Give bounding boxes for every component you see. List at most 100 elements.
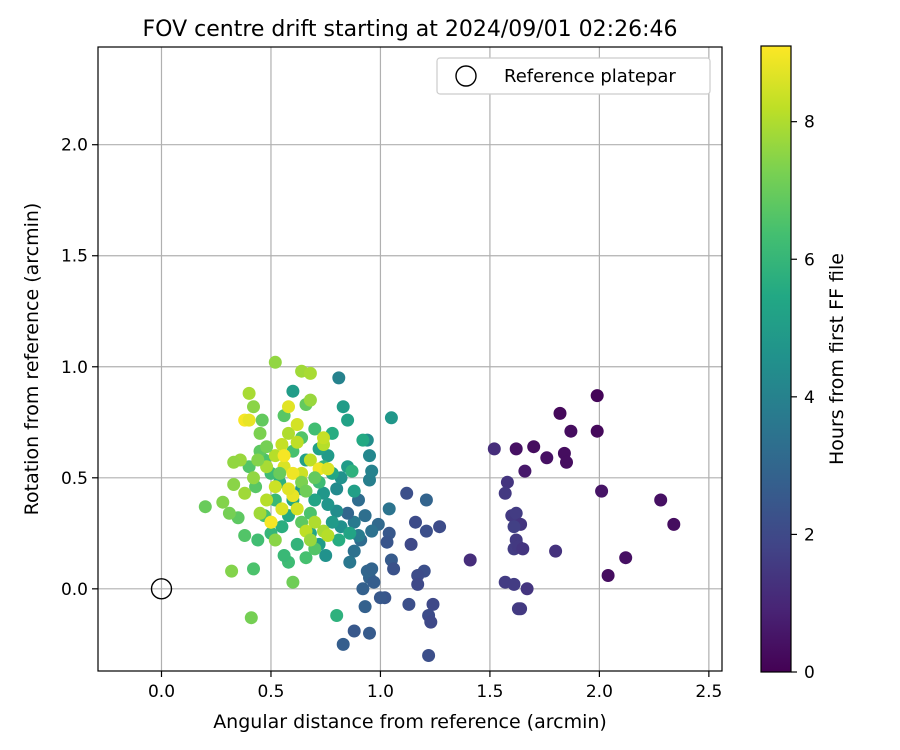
data-point: [365, 562, 379, 576]
data-point: [275, 438, 289, 451]
data-point: [380, 535, 394, 549]
data-point: [290, 435, 304, 449]
data-point: [409, 515, 422, 529]
colorbar-tick-label: 8: [804, 113, 815, 133]
data-point: [365, 464, 379, 478]
x-tick-label: 2.0: [586, 682, 613, 702]
data-point: [303, 393, 317, 407]
data-point: [282, 400, 295, 414]
data-point: [321, 498, 335, 511]
data-point: [321, 449, 335, 463]
data-point: [422, 649, 436, 662]
data-point: [332, 371, 346, 385]
data-point: [347, 515, 361, 529]
data-point: [560, 455, 573, 469]
data-point: [319, 549, 333, 562]
data-point: [299, 484, 313, 498]
data-point: [268, 480, 282, 494]
colorbar-ticks: 0 2 4 6 8: [791, 113, 815, 683]
data-point: [275, 502, 289, 516]
data-point: [330, 482, 344, 496]
data-point: [540, 451, 554, 465]
data-point: [290, 502, 304, 516]
data-point: [549, 544, 563, 558]
data-point: [268, 533, 282, 547]
data-point: [367, 575, 381, 589]
data-point: [275, 520, 289, 534]
data-point: [356, 433, 370, 447]
data-point: [667, 517, 681, 531]
data-point: [273, 466, 287, 480]
data-point: [260, 440, 274, 454]
data-point: [590, 424, 604, 438]
data-point: [345, 464, 359, 478]
data-point: [433, 520, 447, 534]
data-point: [411, 569, 425, 582]
data-point: [253, 426, 267, 440]
y-axis-ticks: 0.0 0.5 1.0 1.5 2.0: [61, 136, 98, 600]
data-point: [247, 562, 260, 576]
x-tick-label: 0.0: [148, 682, 175, 702]
y-axis-label: Rotation from reference (arcmin): [21, 203, 43, 516]
data-point: [347, 484, 361, 498]
data-point: [553, 406, 567, 420]
data-point: [238, 529, 252, 542]
data-point: [247, 400, 260, 414]
data-point: [498, 486, 512, 500]
data-point: [518, 464, 532, 478]
data-point: [222, 506, 236, 520]
data-point: [336, 400, 350, 414]
data-point: [363, 626, 376, 640]
data-point: [358, 600, 372, 614]
data-point: [242, 386, 256, 400]
data-point: [264, 515, 278, 529]
legend-label: Reference platepar: [504, 66, 676, 87]
data-point: [387, 562, 401, 576]
x-axis-ticks: 0.0 0.5 1.0 1.5 2.0 2.5: [148, 671, 722, 702]
colorbar-tick-label: 4: [804, 388, 815, 408]
x-axis-label: Angular distance from reference (arcmin): [213, 711, 607, 733]
data-point: [400, 486, 414, 500]
data-point: [595, 484, 609, 498]
data-point: [424, 615, 438, 629]
data-point: [286, 384, 300, 398]
data-point: [227, 455, 241, 469]
data-point: [347, 624, 361, 638]
data-point: [336, 637, 350, 651]
data-point: [308, 515, 322, 529]
data-point: [321, 462, 335, 476]
data-point: [520, 582, 534, 596]
data-point: [282, 482, 295, 496]
y-tick-label: 0.5: [61, 469, 88, 489]
data-point: [514, 602, 528, 616]
y-tick-label: 2.0: [61, 136, 88, 156]
data-point: [341, 506, 355, 520]
data-point: [330, 609, 344, 622]
data-point: [343, 555, 357, 569]
data-point: [225, 564, 239, 578]
data-point: [282, 426, 295, 440]
data-point: [260, 460, 274, 474]
data-point: [507, 520, 521, 534]
data-point: [419, 493, 433, 507]
data-point: [198, 500, 212, 514]
y-tick-label: 1.0: [61, 358, 88, 378]
data-points: [198, 355, 681, 662]
data-point: [463, 553, 477, 567]
data-point: [509, 442, 523, 456]
x-tick-label: 0.5: [257, 682, 284, 702]
data-point: [509, 506, 523, 520]
data-point: [238, 486, 252, 500]
data-point: [365, 524, 379, 538]
data-point: [216, 495, 230, 509]
data-point: [303, 366, 317, 380]
data-point: [527, 440, 541, 454]
data-point: [286, 466, 300, 480]
data-point: [356, 582, 370, 596]
data-point: [325, 515, 339, 529]
data-point: [286, 575, 300, 589]
data-point: [332, 533, 346, 547]
data-point: [487, 442, 501, 456]
data-point: [303, 453, 317, 467]
data-point: [358, 509, 372, 523]
